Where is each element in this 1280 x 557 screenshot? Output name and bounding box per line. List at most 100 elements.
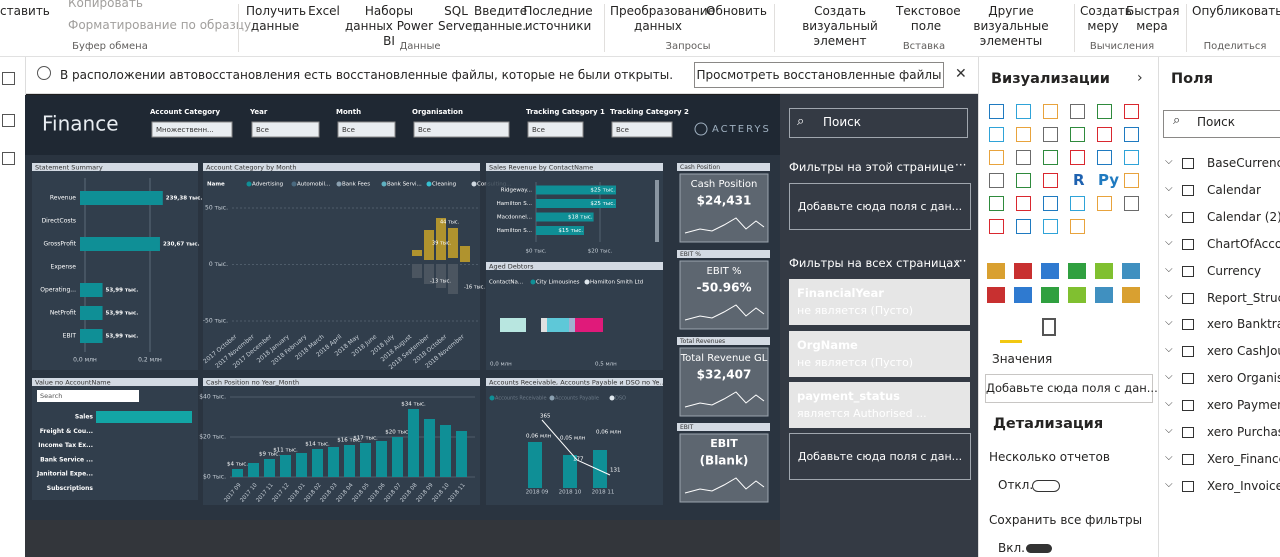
nav-icon[interactable]: [2, 114, 15, 127]
expand-icon[interactable]: ⌵: [1165, 317, 1173, 329]
visual-icon[interactable]: [1097, 196, 1112, 211]
ribbon-button[interactable]: ставить: [0, 4, 50, 18]
visual-icon[interactable]: [989, 173, 1004, 188]
visual-icon[interactable]: [1043, 196, 1058, 211]
custom-visual-icon[interactable]: [1122, 263, 1140, 279]
expand-icon[interactable]: ⌵: [1165, 451, 1173, 463]
table-name[interactable]: ChartOfAccounts: [1207, 236, 1280, 251]
custom-visual-icon[interactable]: [1041, 263, 1059, 279]
visual-icon[interactable]: [989, 127, 1004, 142]
visual-icon[interactable]: R: [1073, 171, 1085, 189]
custom-visual-icon[interactable]: [1068, 263, 1086, 279]
visual-icon[interactable]: [1043, 150, 1058, 165]
visual-icon[interactable]: [989, 104, 1004, 119]
table-name[interactable]: xero Payments: [1207, 398, 1280, 413]
ribbon-button[interactable]: Получить данные: [246, 4, 307, 33]
nav-icon[interactable]: [2, 152, 15, 165]
visual-icon[interactable]: [1070, 150, 1085, 165]
visual-icon[interactable]: [1016, 127, 1031, 142]
visual-icon[interactable]: [1097, 104, 1112, 119]
expand-icon[interactable]: ⌵: [1165, 236, 1173, 248]
visual-icon[interactable]: [1016, 196, 1031, 211]
ribbon-button[interactable]: Excel: [308, 4, 340, 18]
expand-icon[interactable]: ⌵: [1165, 290, 1173, 302]
expand-icon[interactable]: ⌵: [1165, 156, 1173, 167]
ribbon-button[interactable]: Создать визуальный элемент: [802, 4, 878, 48]
table-name[interactable]: xero Banktransactions: [1207, 317, 1280, 332]
table-name[interactable]: Xero_Invoices: [1207, 478, 1280, 493]
custom-visual-icon[interactable]: [987, 263, 1005, 279]
expand-icon[interactable]: ⌵: [1165, 425, 1173, 436]
ribbon-button[interactable]: SQL Server: [438, 4, 478, 33]
visual-icon[interactable]: [1043, 173, 1058, 188]
ribbon-button[interactable]: Создать меру: [1080, 4, 1132, 33]
custom-visual-icon[interactable]: [1122, 287, 1140, 303]
table-name[interactable]: Currency: [1207, 263, 1262, 278]
visual-icon[interactable]: [1043, 127, 1058, 142]
visual-icon[interactable]: [1124, 127, 1139, 142]
visual-icon[interactable]: [1070, 127, 1085, 142]
ribbon-button[interactable]: Преобразование данных: [610, 4, 715, 33]
toggle-on[interactable]: [1026, 544, 1052, 553]
visual-icon[interactable]: [1016, 173, 1031, 188]
expand-icon[interactable]: ⌵: [1165, 182, 1173, 194]
filter-card[interactable]: [789, 382, 970, 428]
custom-visual-icon[interactable]: [987, 287, 1005, 303]
ribbon-button[interactable]: Быстрая мера: [1126, 4, 1180, 33]
ribbon-button[interactable]: Введите данные.: [474, 4, 528, 33]
visual-icon[interactable]: [1070, 196, 1085, 211]
visual-icon[interactable]: [1124, 196, 1139, 211]
expand-icon[interactable]: ⌵: [1165, 209, 1173, 221]
ribbon-button[interactable]: Форматирование по образцу: [68, 18, 252, 32]
ribbon-button[interactable]: Другие визуальные элементы: [973, 4, 1049, 48]
table-name[interactable]: Calendar: [1207, 182, 1261, 197]
visual-icon[interactable]: [1097, 150, 1112, 165]
visual-icon[interactable]: [1016, 104, 1031, 119]
toggle-off[interactable]: [1032, 480, 1060, 492]
expand-icon[interactable]: ⌵: [1165, 263, 1173, 275]
visual-icon[interactable]: [1016, 219, 1031, 234]
visual-icon[interactable]: [989, 196, 1004, 211]
close-button[interactable]: ✕: [955, 66, 967, 82]
nav-icon[interactable]: [2, 72, 15, 85]
search-box[interactable]: [1163, 110, 1280, 138]
fields-tab[interactable]: [1000, 320, 1022, 343]
custom-visual-icon[interactable]: [1014, 287, 1032, 303]
table-name[interactable]: Xero_Finance: [1207, 451, 1280, 466]
search-box[interactable]: [789, 108, 968, 138]
collapse[interactable]: ›: [1137, 70, 1143, 86]
filter-card[interactable]: [789, 279, 970, 325]
custom-visual-icon[interactable]: [1041, 287, 1059, 303]
visual-icon[interactable]: [1043, 219, 1058, 234]
visual-icon[interactable]: [1043, 104, 1058, 119]
visual-icon[interactable]: [1124, 173, 1139, 188]
table-name[interactable]: xero CashJournal: [1207, 344, 1280, 359]
ribbon-button[interactable]: Текстовое поле: [896, 4, 961, 33]
expand-icon[interactable]: ⌵: [1165, 344, 1173, 356]
visual-icon[interactable]: [989, 219, 1004, 234]
visual-icon[interactable]: Py: [1098, 171, 1120, 189]
visual-icon[interactable]: [1016, 150, 1031, 165]
ribbon-button[interactable]: Наборы данных Power BI: [344, 4, 433, 48]
visual-icon[interactable]: [1070, 219, 1085, 234]
custom-visual-icon[interactable]: [1095, 287, 1113, 303]
table-name[interactable]: xero Purchases: [1207, 425, 1280, 439]
table-name[interactable]: xero Organisation: [1207, 371, 1280, 386]
visual-icon[interactable]: [1124, 104, 1139, 119]
visual-icon[interactable]: [1097, 127, 1112, 142]
filter-card[interactable]: [789, 330, 970, 377]
table-name[interactable]: Report_Structure: [1207, 290, 1280, 305]
ribbon-button[interactable]: Обновить: [706, 4, 767, 18]
table-name[interactable]: BaseCurrency: [1207, 156, 1280, 170]
expand-icon[interactable]: ⌵: [1165, 398, 1173, 410]
visual-icon[interactable]: [1124, 150, 1139, 165]
format-tab[interactable]: [1042, 318, 1056, 336]
notification-button[interactable]: Просмотреть восстановленные файлы: [694, 62, 944, 88]
ribbon-button[interactable]: Последние источники: [523, 4, 593, 33]
ribbon-button[interactable]: Копировать: [68, 0, 143, 10]
visual-icon[interactable]: [989, 150, 1004, 165]
ribbon-button[interactable]: Опубликовать: [1192, 4, 1280, 18]
custom-visual-icon[interactable]: [1068, 287, 1086, 303]
expand-icon[interactable]: ⌵: [1165, 478, 1173, 490]
custom-visual-icon[interactable]: [1014, 263, 1032, 279]
